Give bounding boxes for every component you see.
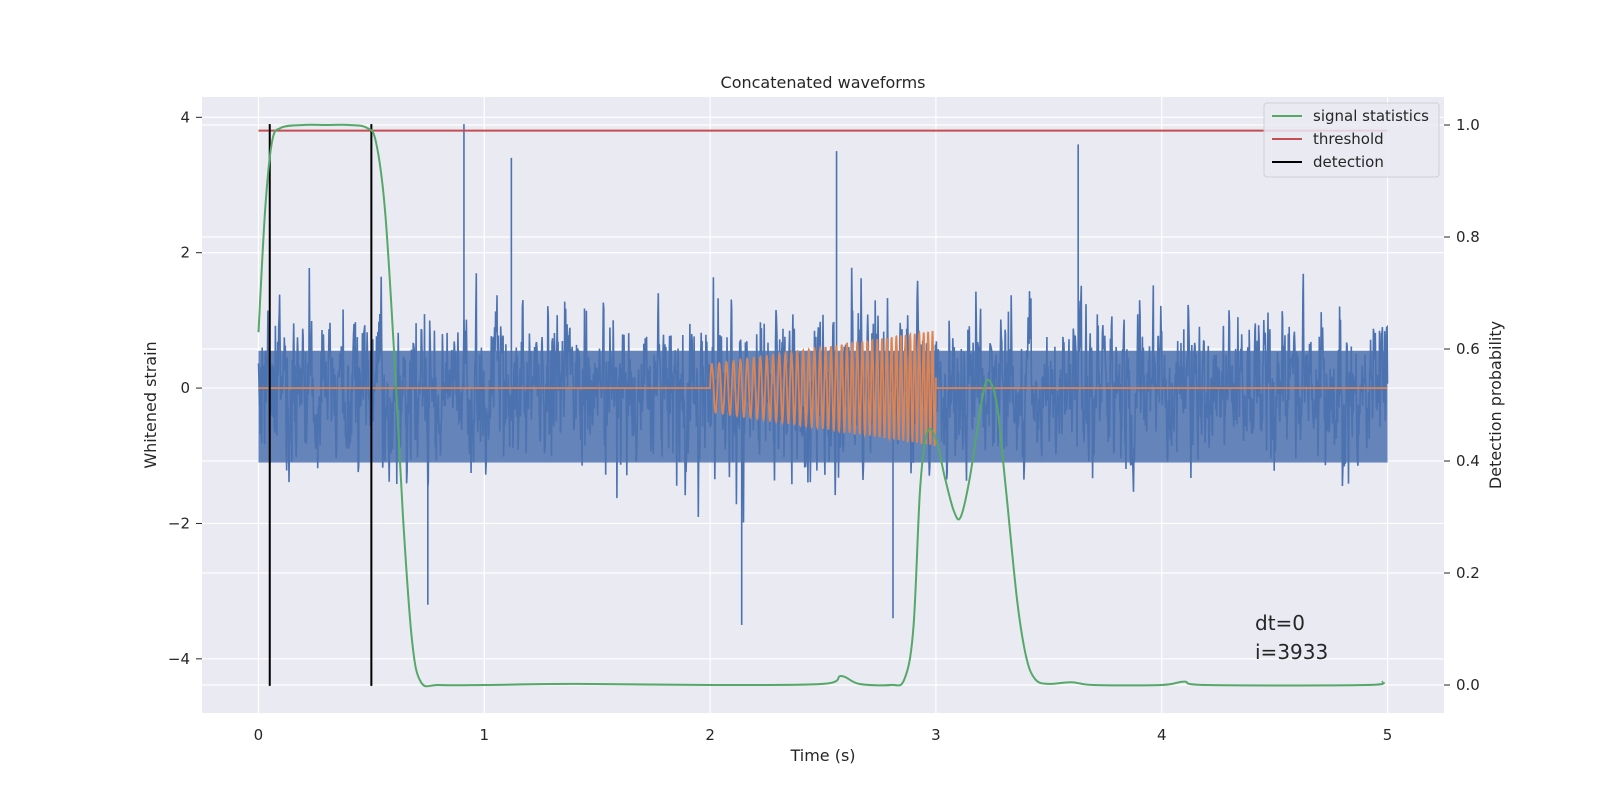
detection-series	[268, 124, 373, 686]
x-tick-label: 5	[1383, 726, 1393, 744]
injection-trace	[258, 329, 1388, 447]
chart-title: Concatenated waveforms	[721, 73, 926, 92]
ticks: 0 1 2 3 4 5 4 2 0 −2 −4 1.0 0.8 0.6 0.4 0.2 0.0	[168, 108, 1480, 744]
x-tick-label: 1	[479, 726, 489, 744]
annotation-i: i=3933	[1255, 640, 1328, 664]
y-tick-label-right: 0.2	[1456, 564, 1480, 582]
y-tick-label-right: 0.4	[1456, 452, 1480, 470]
y-tick-label-right: 0.6	[1456, 340, 1480, 358]
legend-label-detection: detection	[1313, 153, 1384, 171]
signal-statistics-line	[257, 123, 1385, 688]
y-tick-label-left: 4	[180, 108, 190, 126]
y-tick-label-left: 0	[180, 379, 190, 397]
y-axis-title-right: Detection probability	[1486, 321, 1505, 489]
x-tick-label: 4	[1157, 726, 1167, 744]
y-tick-label-right: 0.0	[1456, 676, 1480, 694]
annotation-dt: dt=0	[1255, 611, 1305, 635]
y-tick-label-left: −4	[168, 650, 190, 668]
x-tick-label: 0	[254, 726, 264, 744]
x-tick-label: 2	[705, 726, 715, 744]
legend-label-threshold: threshold	[1313, 130, 1384, 148]
y-tick-label-left: −2	[168, 514, 190, 532]
y-tick-label-left: 2	[180, 244, 190, 262]
x-axis-title: Time (s)	[789, 746, 855, 765]
legend: signal statistics threshold detection	[1263, 102, 1440, 178]
injection-series	[258, 329, 1388, 447]
legend-box	[1263, 102, 1440, 178]
legend-label-signal-statistics: signal statistics	[1313, 107, 1429, 125]
y-axis-title-left: Whitened strain	[141, 341, 160, 468]
y-tick-label-right: 0.8	[1456, 228, 1480, 246]
x-tick-label: 3	[931, 726, 941, 744]
y-tick-label-right: 1.0	[1456, 116, 1480, 134]
signal-statistics-series	[257, 123, 1385, 688]
